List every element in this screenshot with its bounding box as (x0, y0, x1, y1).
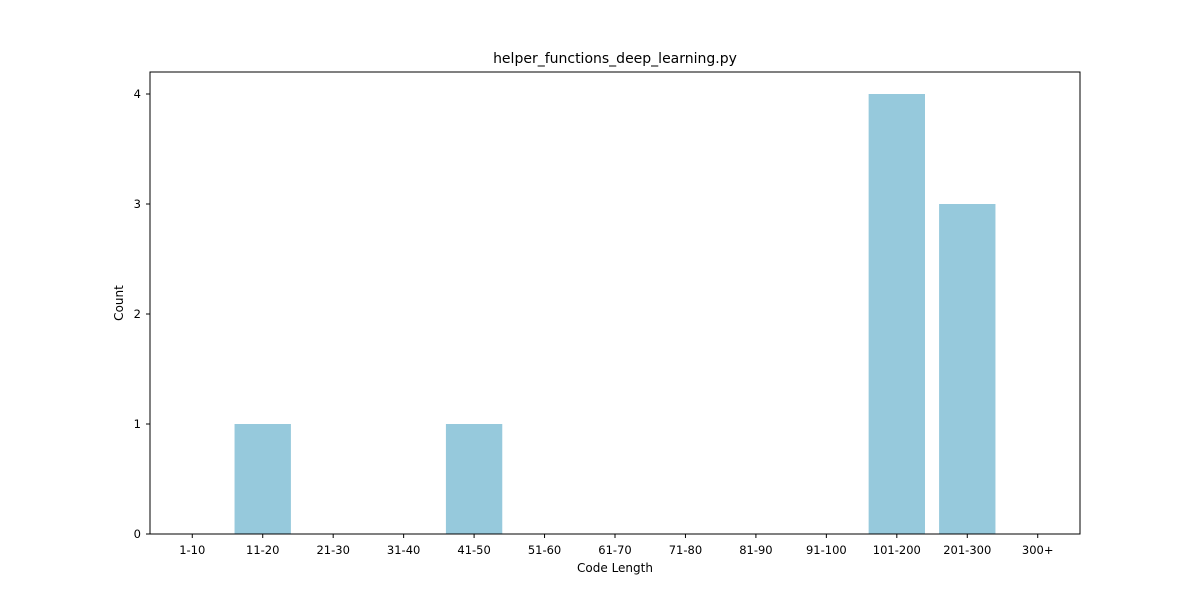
chart-title: helper_functions_deep_learning.py (493, 51, 737, 67)
x-tick-label: 11-20 (246, 543, 279, 557)
y-tick-label: 3 (134, 197, 141, 211)
bar-41-50 (445, 424, 503, 534)
y-axis-label: Count (112, 285, 126, 321)
x-tick-label: 61-70 (598, 543, 631, 557)
x-tick-label: 71-80 (669, 543, 702, 557)
bar-201-300 (939, 204, 996, 534)
x-tick-label: 201-300 (943, 543, 991, 557)
x-axis-label: Code Length (577, 561, 653, 575)
x-tick-label: 300+ (1022, 543, 1054, 557)
y-tick-label: 2 (134, 307, 141, 321)
y-tick-label: 1 (134, 417, 141, 431)
x-tick-label: 31-40 (387, 543, 420, 557)
x-tick-label: 81-90 (739, 543, 772, 557)
y-axis-ticks: 0 1 2 3 4 (134, 87, 150, 541)
x-tick-label: 1-10 (179, 543, 205, 557)
plot-frame (149, 71, 1081, 535)
x-tick-label: 91-100 (806, 543, 847, 557)
x-tick-label: 101-200 (873, 543, 921, 557)
y-tick-label: 0 (134, 527, 141, 541)
x-tick-label: 51-60 (528, 543, 561, 557)
y-tick-label: 4 (134, 87, 141, 101)
x-tick-label: 21-30 (316, 543, 349, 557)
x-tick-label: 41-50 (457, 543, 490, 557)
bar-101-200 (868, 94, 925, 534)
bar-11-20 (234, 424, 291, 534)
x-axis-ticks: 1-10 11-20 21-30 31-40 41-50 51-60 61-70 71-80 8… (179, 534, 1054, 557)
bars-group (234, 94, 996, 534)
